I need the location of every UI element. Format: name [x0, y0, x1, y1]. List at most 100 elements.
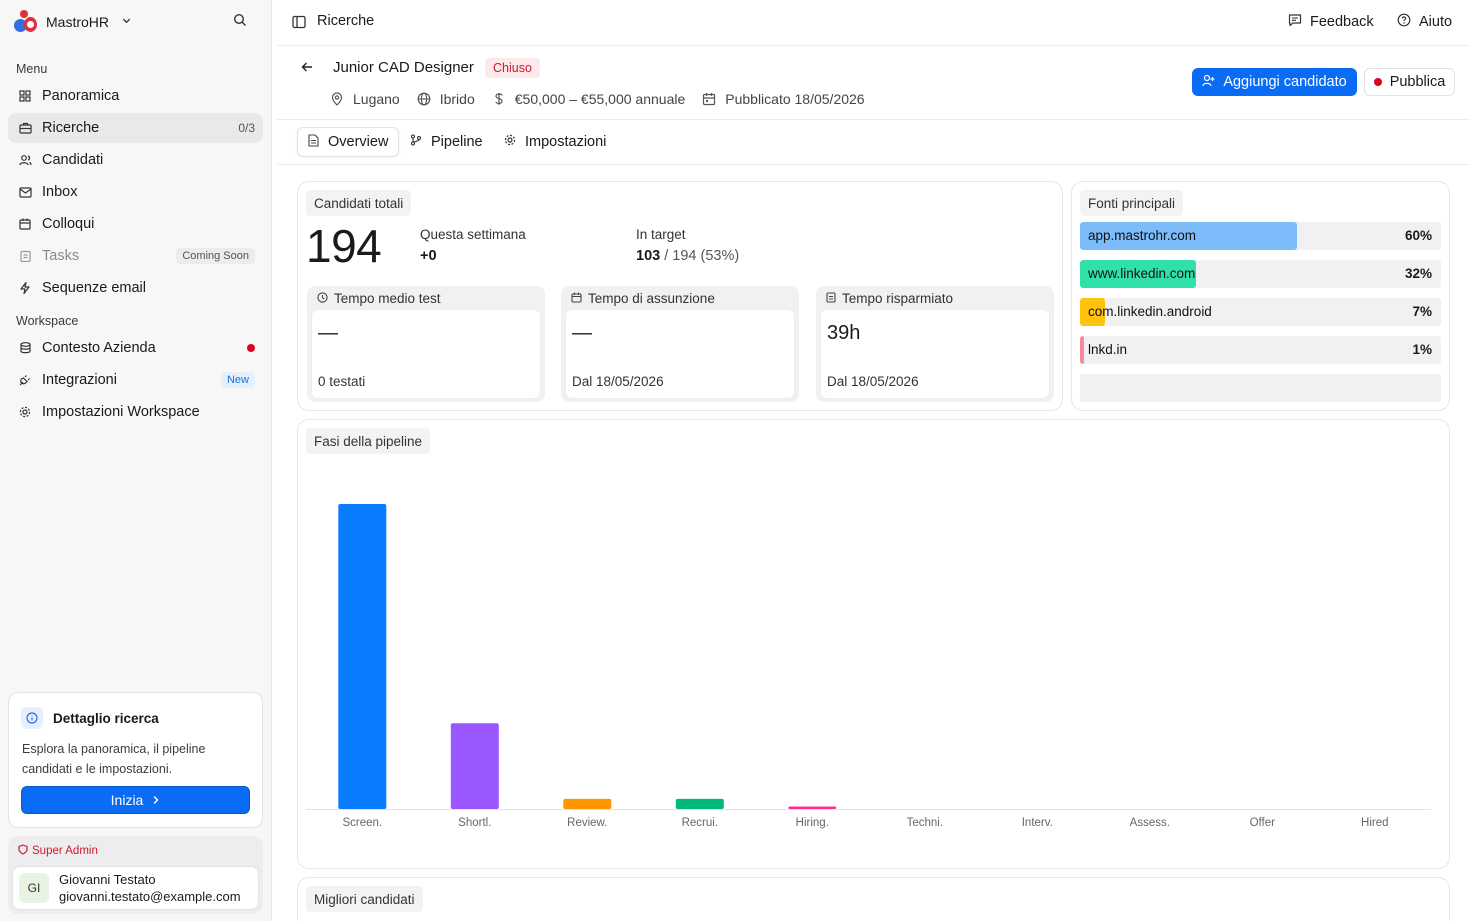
- add-candidate-button[interactable]: Aggiungi candidato: [1192, 68, 1357, 96]
- metric-card-value: —: [572, 322, 592, 344]
- tab-overview[interactable]: Overview: [297, 127, 400, 157]
- document-icon: [308, 133, 319, 151]
- x-tick-label: Shortl.: [458, 817, 491, 829]
- message-icon: [1288, 13, 1302, 31]
- pipeline-title: Fasi della pipeline: [306, 428, 431, 454]
- chart-bar[interactable]: [450, 723, 499, 809]
- help-card-header: Dettaglio ricerca: [21, 707, 159, 729]
- job-location-label: Lugano: [353, 91, 400, 107]
- topbar: Ricerche Feedback Aiuto: [277, 0, 1470, 46]
- back-arrow-icon[interactable]: [300, 60, 314, 74]
- job-salary: €50,000 – €55,000 annuale: [492, 91, 686, 107]
- metric-card-hiring-time: Tempo di assunzione — Dal 18/05/2026: [561, 286, 799, 402]
- brand-logo: [14, 10, 38, 34]
- info-icon: [21, 707, 43, 729]
- help-card-text: Esplora la panoramica, il pipeline candi…: [22, 742, 206, 776]
- publish-button[interactable]: Pubblica: [1364, 68, 1455, 96]
- coming-soon-badge: Coming Soon: [176, 248, 255, 264]
- page-title: Ricerche: [317, 13, 375, 29]
- clipboard-icon: [18, 249, 32, 263]
- sidebar-item-contesto-azienda[interactable]: Contesto Azienda: [8, 333, 263, 363]
- sidebar-item-inbox[interactable]: Inbox: [8, 177, 263, 207]
- source-row: www.linkedin.com 32%: [1080, 260, 1441, 288]
- tab-label: Pipeline: [431, 134, 483, 150]
- tab-label: Overview: [328, 134, 389, 150]
- clock-icon: [317, 291, 328, 306]
- start-tour-button[interactable]: Inizia: [21, 786, 250, 814]
- tab-impostazioni[interactable]: Impostazioni: [494, 127, 616, 157]
- source-row: lnkd.in 1%: [1080, 336, 1441, 364]
- best-candidates-card: [297, 877, 1450, 921]
- workspace-switcher[interactable]: MastroHR: [14, 10, 132, 34]
- source-percent: 7%: [1412, 304, 1432, 319]
- pipeline-chart: Screen. Shortl. Review. Recrui. Hiring. Techn…: [306, 504, 1431, 829]
- week-value: +0: [420, 248, 437, 264]
- job-work-mode: Ibrido: [417, 91, 475, 107]
- job-work-mode-label: Ibrido: [439, 91, 475, 107]
- feedback-button[interactable]: Feedback: [1288, 13, 1374, 31]
- metric-card-body: — 0 testati: [312, 310, 540, 398]
- user-card: Super Admin GI Giovanni Testato giovanni…: [8, 836, 263, 914]
- feedback-label: Feedback: [1310, 14, 1374, 30]
- user-menu[interactable]: GI Giovanni Testato giovanni.testato@exa…: [12, 866, 259, 910]
- tab-pipeline[interactable]: Pipeline: [400, 127, 493, 157]
- sidebar-item-label: Impostazioni Workspace: [42, 404, 200, 420]
- chart-bar[interactable]: [563, 798, 612, 809]
- user-email: giovanni.testato@example.com: [59, 888, 241, 904]
- bolt-icon: [18, 281, 32, 295]
- sidebar-item-ricerche[interactable]: Ricerche 0/3: [8, 113, 263, 143]
- sidebar-item-label: Tasks: [42, 248, 80, 264]
- sidebar-item-sequenze-email[interactable]: Sequenze email: [8, 273, 263, 303]
- count-badge: 0/3: [238, 121, 255, 135]
- x-tick-label: Recrui.: [682, 817, 718, 829]
- sidebar-item-label: Inbox: [42, 184, 78, 200]
- metric-card-sub: Dal 18/05/2026: [827, 374, 919, 389]
- menu-section-label: Menu: [16, 62, 48, 76]
- sources-card: [1071, 181, 1450, 411]
- metric-card-header: Tempo medio test: [317, 291, 441, 306]
- job-published-label: Pubblicato 18/05/2026: [725, 91, 865, 107]
- help-button[interactable]: Aiuto: [1397, 13, 1452, 31]
- source-percent: 60%: [1404, 228, 1432, 243]
- target-rest: / 194 (53%): [664, 248, 740, 264]
- x-tick-label: Assess.: [1130, 817, 1170, 829]
- sidebar-item-impostazioni-workspace[interactable]: Impostazioni Workspace: [8, 397, 263, 427]
- sidebar-item-panoramica[interactable]: Panoramica: [8, 81, 263, 111]
- gear-icon: [504, 134, 516, 150]
- source-name: app.mastrohr.com: [1088, 228, 1197, 243]
- mail-icon: [18, 185, 32, 199]
- sidebar-item-candidati[interactable]: Candidati: [8, 145, 263, 175]
- metric-card-time-saved: Tempo risparmiato 39h Dal 18/05/2026: [816, 286, 1054, 402]
- metric-card-value: 39h: [827, 322, 861, 344]
- sidebar-toggle-icon[interactable]: [292, 15, 306, 29]
- target-count: 103: [636, 248, 661, 264]
- metric-card-label: Tempo risparmiato: [842, 291, 954, 306]
- sidebar-item-colloqui[interactable]: Colloqui: [8, 209, 263, 239]
- avatar: GI: [19, 873, 49, 903]
- help-card: Dettaglio ricerca Esplora la panoramica,…: [8, 692, 263, 828]
- job-location: Lugano: [330, 91, 400, 107]
- job-salary-label: €50,000 – €55,000 annuale: [514, 91, 686, 107]
- job-title: Junior CAD Designer: [333, 59, 474, 76]
- sidebar-item-label: Ricerche: [42, 120, 100, 136]
- search-icon[interactable]: [233, 13, 249, 29]
- source-name: www.linkedin.com: [1088, 266, 1196, 281]
- sidebar-item-label: Colloqui: [42, 216, 95, 232]
- metric-card-header: Tempo di assunzione: [571, 291, 715, 306]
- chart-bar[interactable]: [338, 504, 387, 809]
- user-plus-icon: [1202, 74, 1215, 91]
- metric-card-label: Tempo di assunzione: [588, 291, 715, 306]
- grid-icon: [18, 89, 32, 103]
- metric-card-value: —: [318, 322, 338, 344]
- role-label: Super Admin: [32, 845, 98, 857]
- x-tick-label: Hired: [1361, 817, 1388, 829]
- sidebar-item-integrazioni[interactable]: Integrazioni New: [8, 365, 263, 395]
- chart-bar[interactable]: [788, 806, 837, 810]
- sidebar-item-tasks: Tasks Coming Soon: [8, 241, 263, 271]
- source-bar-fill: [1080, 222, 1297, 250]
- plug-icon: [18, 373, 32, 387]
- clipboard-icon: [826, 291, 836, 306]
- total-candidates-value: 194: [306, 220, 382, 272]
- calendar-icon: [571, 291, 582, 306]
- chart-bar[interactable]: [675, 798, 724, 809]
